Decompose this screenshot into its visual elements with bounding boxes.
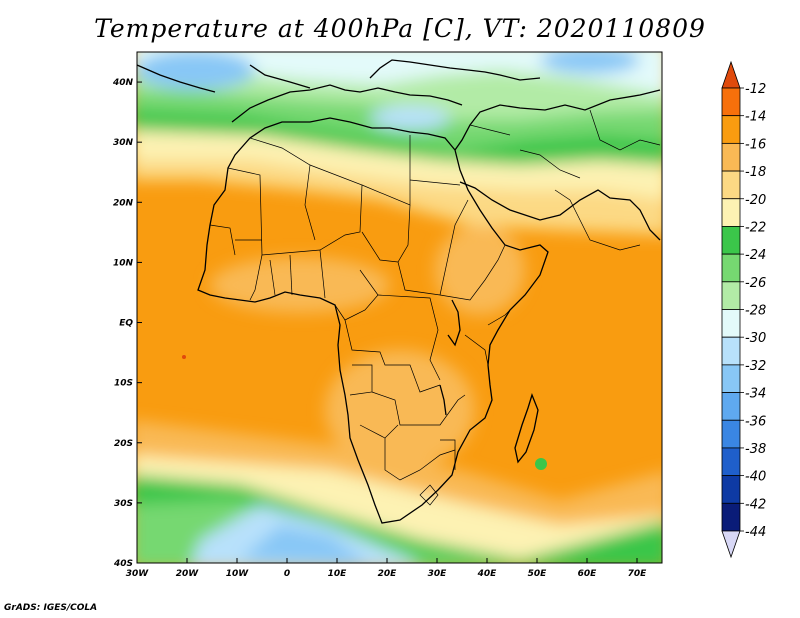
- lon-tick-label: 30E: [428, 569, 448, 579]
- colorbar-swatch: [721, 309, 741, 338]
- lon-tick-label: 20W: [176, 569, 200, 579]
- lon-tick-label: 40E: [477, 569, 498, 579]
- colorbar-swatch: [721, 281, 741, 310]
- colorbar-swatch: [721, 502, 741, 532]
- longitude-axis: 30W 20W 10W 0 10E 20E 30E 40E 50E 60E 70E: [126, 558, 647, 579]
- coastlines: [137, 59, 661, 524]
- colorbar-label: -44: [745, 525, 766, 540]
- lat-tick-label: 20N: [113, 198, 134, 208]
- colorbar-swatch: [721, 475, 741, 504]
- chart-title: Temperature at 400hPa [C], VT: 202011080…: [94, 14, 706, 43]
- colorbar-label: -38: [745, 442, 766, 457]
- colorbar-swatch: [721, 142, 741, 172]
- colorbar-swatch: [721, 115, 741, 144]
- colorbar-swatch: [721, 364, 741, 393]
- lat-tick-label: 30N: [113, 138, 134, 148]
- temperature-field: [137, 52, 662, 563]
- lon-tick-label: 30W: [126, 569, 150, 579]
- colorbar-swatch: [721, 447, 741, 477]
- latitude-axis: 40S 30S 20S 10S EQ 10N 20N 30N 40N: [112, 78, 142, 569]
- colorbar-swatch: [721, 170, 741, 200]
- colorbar-label: -26: [745, 276, 766, 291]
- colorbar-label: -20: [745, 193, 766, 208]
- colorbar-swatch: [721, 336, 741, 366]
- lon-tick-label: 10W: [226, 569, 250, 579]
- lat-tick-label: 20S: [114, 439, 133, 449]
- lat-tick-label: 40N: [112, 78, 134, 88]
- colorbar-swatch: [721, 226, 741, 255]
- colorbar-label: -40: [745, 470, 766, 485]
- lat-tick-label: 40S: [113, 559, 133, 569]
- colorbar-swatch: [721, 87, 741, 117]
- map-frame: [136, 51, 663, 564]
- colorbar-swatch: [721, 198, 741, 227]
- lon-tick-label: 50E: [528, 569, 548, 579]
- colorbar: -12 -14 -16 -18 -20 -22 -24 -26 -28 -30 -32 -34 -36 -…: [721, 60, 766, 559]
- lat-tick-label: 10N: [113, 258, 134, 268]
- lon-tick-label: 60E: [578, 569, 598, 579]
- colorbar-label: -14: [745, 110, 766, 125]
- lat-tick-label: EQ: [119, 319, 133, 329]
- grads-credit: GrADS: IGES/COLA: [4, 603, 98, 613]
- colorbar-label: -30: [745, 331, 766, 346]
- lon-tick-label: 0: [284, 569, 290, 579]
- colorbar-label: -32: [745, 359, 766, 374]
- colorbar-label: -24: [745, 248, 766, 263]
- colorbar-swatch: [721, 419, 741, 449]
- colorbar-label: -12: [745, 82, 766, 97]
- colorbar-bottom-arrow: [721, 530, 741, 559]
- colorbar-label: -16: [745, 137, 766, 152]
- country-borders: [209, 109, 661, 506]
- lat-tick-label: 10S: [114, 379, 133, 389]
- colorbar-label: -22: [745, 220, 766, 235]
- lat-tick-label: 30S: [114, 499, 133, 509]
- lon-tick-label: 20E: [378, 569, 398, 579]
- colorbar-swatch: [721, 392, 741, 421]
- colorbar-top-arrow: [721, 60, 741, 89]
- lon-tick-label: 10E: [328, 569, 348, 579]
- colorbar-label: -34: [745, 387, 766, 402]
- colorbar-label: -36: [745, 414, 766, 429]
- colorbar-swatch: [721, 253, 741, 283]
- colorbar-label: -28: [745, 304, 766, 319]
- lon-tick-label: 70E: [628, 569, 648, 579]
- colorbar-label: -18: [745, 165, 766, 180]
- colorbar-label: -42: [745, 497, 766, 512]
